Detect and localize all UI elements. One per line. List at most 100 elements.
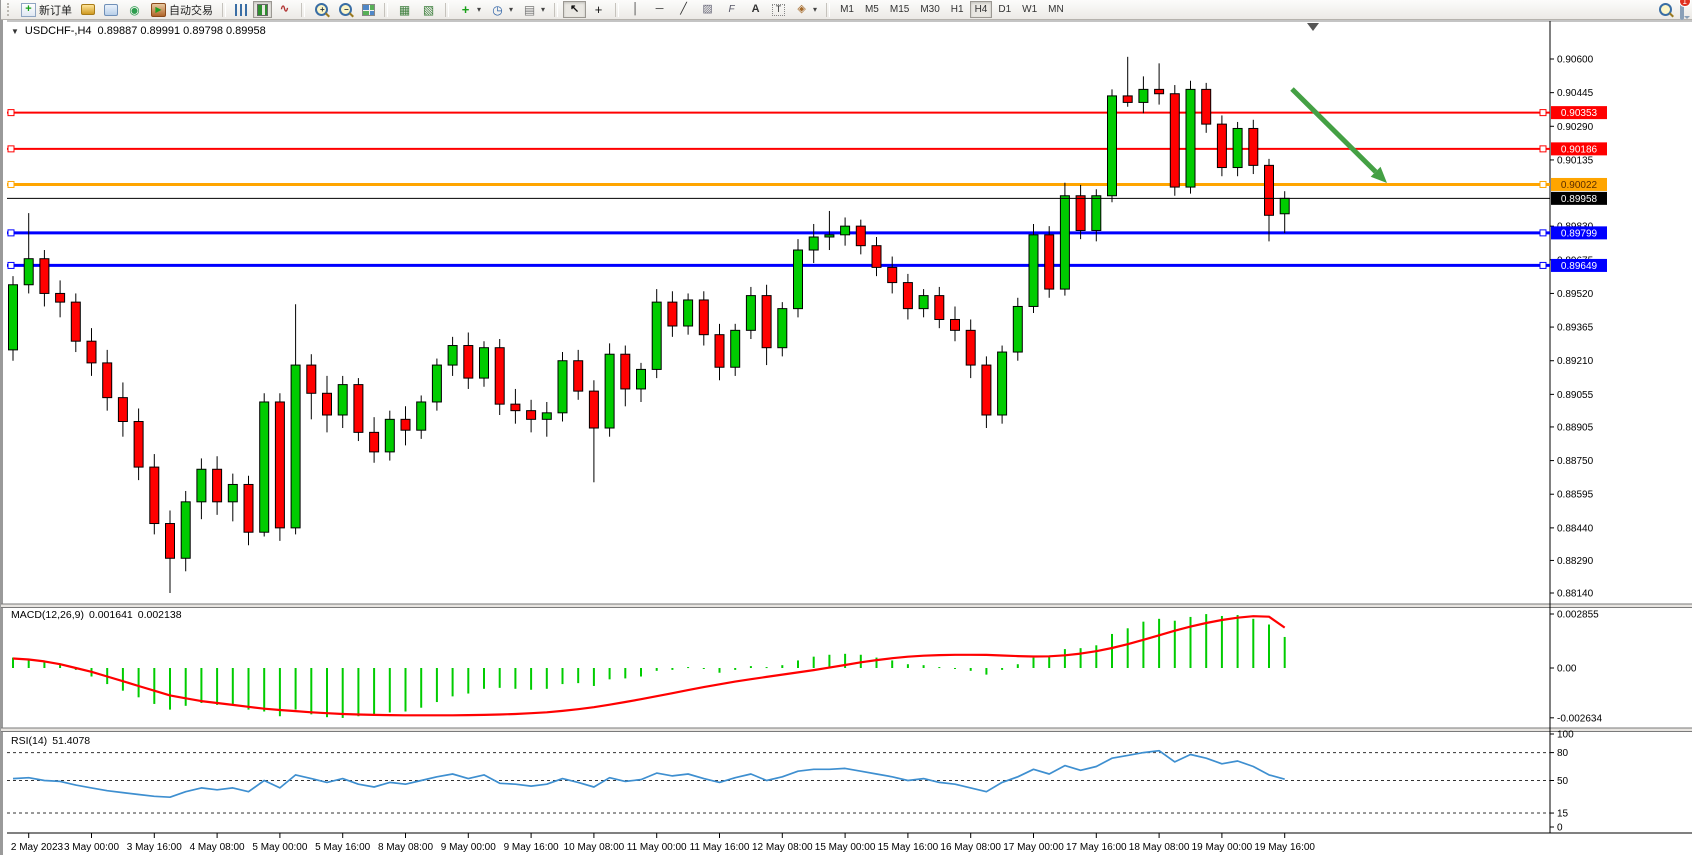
candlestick-chart-button[interactable] bbox=[253, 1, 272, 18]
vertical-line-button[interactable]: │ bbox=[624, 1, 647, 18]
candle-body bbox=[274, 401, 285, 529]
macd-hist-bar bbox=[1205, 614, 1208, 668]
timeframe-h4-button[interactable]: H4 bbox=[969, 1, 993, 18]
trend-arrow[interactable] bbox=[1290, 87, 1378, 174]
chart-shift-marker-icon[interactable] bbox=[1307, 23, 1319, 31]
candle-body bbox=[165, 523, 175, 559]
candle-body bbox=[259, 401, 270, 533]
autotrading-button[interactable]: ▶ 自动交易 bbox=[147, 1, 217, 18]
channel-icon: ▨ bbox=[702, 3, 713, 15]
macd-hist-bar bbox=[812, 656, 815, 668]
autotrade-icon: ▶ bbox=[151, 2, 166, 17]
time-tick-label: 3 May 16:00 bbox=[127, 842, 182, 853]
computer-icon bbox=[104, 3, 118, 16]
time-tick-label: 12 May 08:00 bbox=[752, 842, 813, 853]
fibonacci-button[interactable]: F bbox=[720, 1, 743, 18]
time-tick-label: 11 May 16:00 bbox=[690, 842, 750, 853]
candle-body bbox=[23, 258, 34, 286]
pane-splitter[interactable] bbox=[1, 604, 1692, 608]
hline-handle[interactable] bbox=[1539, 109, 1547, 117]
collapse-triangle-icon[interactable]: ▼ bbox=[11, 26, 19, 36]
add-indicator-button[interactable]: + ▾ bbox=[454, 1, 485, 18]
timeframe-m15-button[interactable]: M15 bbox=[885, 1, 914, 18]
hline-handle[interactable] bbox=[7, 109, 15, 117]
macd-hist-bar bbox=[969, 668, 972, 671]
hline-handle[interactable] bbox=[7, 261, 15, 269]
timeframe-m5-button[interactable]: M5 bbox=[860, 1, 884, 18]
macd-hist-bar bbox=[1126, 628, 1129, 668]
chart-canvas[interactable]: 0.906000.904450.902900.901350.898300.896… bbox=[1, 20, 1692, 855]
trend-arrow-head[interactable] bbox=[1370, 166, 1387, 183]
hline-handle[interactable] bbox=[1539, 261, 1547, 269]
price-tick-label: 0.88290 bbox=[1557, 556, 1594, 567]
new-order-button[interactable]: + 新订单 bbox=[17, 1, 76, 18]
price-badge bbox=[1551, 258, 1607, 272]
crosshair-button[interactable]: + bbox=[587, 1, 610, 18]
candle-body bbox=[918, 295, 929, 310]
candle-body bbox=[416, 401, 427, 431]
trendline-button[interactable]: ╱ bbox=[672, 1, 695, 18]
macd-hist-bar bbox=[43, 661, 46, 668]
zoom-in-button[interactable]: + bbox=[310, 1, 333, 18]
chevron-down-icon: ▾ bbox=[509, 5, 514, 14]
indicators-button[interactable]: ▦ bbox=[393, 1, 416, 18]
candle-body bbox=[431, 364, 442, 403]
macd-hist-bar bbox=[1001, 668, 1004, 670]
hline-handle[interactable] bbox=[7, 229, 15, 237]
tile-windows-button[interactable] bbox=[358, 1, 379, 18]
pane-splitter[interactable] bbox=[1, 728, 1692, 732]
channel-button[interactable]: ▨ bbox=[696, 1, 719, 18]
indicator-window-button[interactable]: ▧ bbox=[417, 1, 440, 18]
arrows-button[interactable]: ◈ ▾ bbox=[790, 1, 821, 18]
candle-body bbox=[526, 410, 537, 420]
gold-button[interactable] bbox=[77, 1, 99, 18]
bar-chart-button[interactable] bbox=[231, 1, 252, 18]
chevron-down-icon: ▾ bbox=[813, 5, 818, 14]
label-button[interactable]: T bbox=[768, 1, 789, 18]
templates-button[interactable]: ▤ ▾ bbox=[518, 1, 549, 18]
price-badge-label: 0.90022 bbox=[1561, 180, 1598, 191]
period-clock-button[interactable]: ◷ ▾ bbox=[486, 1, 517, 18]
candle-body bbox=[1201, 88, 1212, 125]
hline-handle[interactable] bbox=[1539, 229, 1547, 237]
hline-handle[interactable] bbox=[7, 180, 15, 188]
horizontal-line-button[interactable]: ─ bbox=[648, 1, 671, 18]
candle-body bbox=[102, 362, 113, 399]
macd-hist-bar bbox=[938, 667, 941, 669]
candle-body bbox=[730, 329, 741, 368]
crosshair-icon: + bbox=[594, 2, 603, 17]
terminal-button[interactable] bbox=[100, 1, 122, 18]
candle-body bbox=[117, 397, 128, 423]
label-icon: T bbox=[772, 3, 786, 16]
chat-button[interactable]: 1 bbox=[1678, 0, 1691, 20]
line-chart-button[interactable]: ∿ bbox=[273, 1, 296, 18]
hline-handle[interactable] bbox=[1539, 145, 1547, 153]
macd-hist-bar bbox=[1173, 620, 1176, 668]
timeframe-mn-button[interactable]: MN bbox=[1043, 1, 1069, 18]
candle-body bbox=[400, 418, 411, 431]
hline-icon: ─ bbox=[655, 3, 664, 15]
search-icon[interactable] bbox=[1659, 3, 1672, 16]
timeframe-d1-button[interactable]: D1 bbox=[993, 1, 1016, 18]
macd-hist-bar bbox=[1189, 616, 1192, 668]
candle-body bbox=[1264, 164, 1274, 216]
chart-area[interactable]: 0.906000.904450.902900.901350.898300.896… bbox=[1, 20, 1692, 855]
timeframe-h1-button[interactable]: H1 bbox=[946, 1, 969, 18]
hline-handle[interactable] bbox=[7, 145, 15, 153]
candle-body bbox=[714, 334, 725, 368]
candle-body bbox=[808, 236, 819, 251]
macd-hist-bar bbox=[1236, 615, 1239, 668]
text-button[interactable]: A bbox=[744, 1, 767, 18]
macd-hist-bar bbox=[294, 668, 297, 710]
cursor-button[interactable]: ↖ bbox=[563, 1, 587, 18]
timeframe-m1-button[interactable]: M1 bbox=[835, 1, 859, 18]
zoom-out-button[interactable]: − bbox=[334, 1, 357, 18]
macd-hist-bar bbox=[906, 664, 909, 668]
hline-handle[interactable] bbox=[1539, 180, 1547, 188]
signal-button[interactable]: ◉ bbox=[123, 1, 146, 18]
rsi-tick-label: 100 bbox=[1557, 730, 1574, 741]
candle-body bbox=[447, 345, 458, 366]
timeframe-w1-button[interactable]: W1 bbox=[1017, 1, 1042, 18]
timeframe-m30-button[interactable]: M30 bbox=[915, 1, 944, 18]
macd-hist-bar bbox=[624, 668, 627, 679]
